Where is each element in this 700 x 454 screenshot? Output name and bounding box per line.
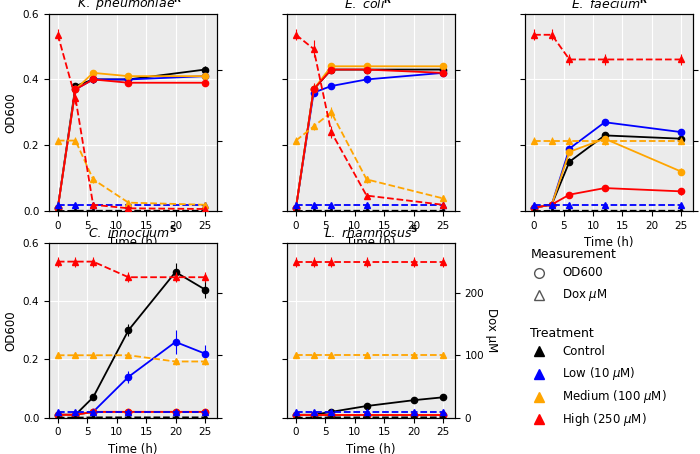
Text: High (250 $\mu$M): High (250 $\mu$M) (562, 411, 647, 428)
Title: $\bf{\it{K.\ pneumoniae}}^{R*}$: $\bf{\it{K.\ pneumoniae}}^{R*}$ (77, 0, 189, 14)
Title: $\bf{\it{E.\ coli}}^{R*}$: $\bf{\it{E.\ coli}}^{R*}$ (344, 0, 398, 12)
Text: Medium (100 $\mu$M): Medium (100 $\mu$M) (562, 388, 667, 405)
Y-axis label: Dox μM: Dox μM (485, 308, 498, 352)
X-axis label: Time (h): Time (h) (584, 237, 634, 249)
X-axis label: Time (h): Time (h) (346, 443, 395, 454)
Text: Control: Control (562, 345, 605, 358)
Text: Measurement: Measurement (531, 248, 616, 261)
X-axis label: Time (h): Time (h) (108, 443, 158, 454)
X-axis label: Time (h): Time (h) (108, 237, 158, 249)
Title: $\bf{\it{C.\ innocuum}}^{S}$: $\bf{\it{C.\ innocuum}}^{S}$ (88, 225, 177, 242)
Text: OD600: OD600 (562, 266, 603, 279)
Y-axis label: OD600: OD600 (4, 92, 18, 133)
Y-axis label: OD600: OD600 (4, 310, 18, 350)
Title: $\bf{\it{E.\ faecium}}^{R}$: $\bf{\it{E.\ faecium}}^{R}$ (570, 0, 648, 12)
Text: Low (10 $\mu$M): Low (10 $\mu$M) (562, 365, 636, 382)
Text: Treatment: Treatment (531, 327, 594, 340)
X-axis label: Time (h): Time (h) (346, 237, 395, 249)
Text: Dox $\mu$M: Dox $\mu$M (562, 287, 608, 303)
Title: $\bf{\it{L.\ rhamnosus}}^{S}$: $\bf{\it{L.\ rhamnosus}}^{S}$ (323, 225, 419, 242)
